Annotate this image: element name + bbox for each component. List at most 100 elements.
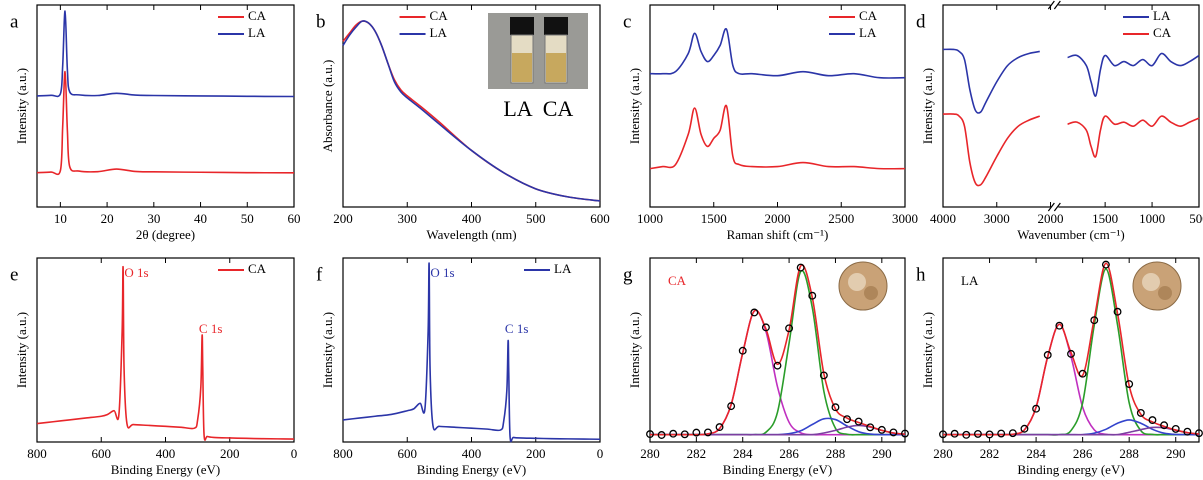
plot-frame (649, 257, 906, 443)
data-point (877, 425, 886, 434)
data-point (646, 430, 654, 439)
x-tick-label: 284 (733, 446, 753, 461)
data-point (1020, 424, 1029, 433)
data-point (843, 415, 851, 424)
data-point (854, 417, 863, 426)
x-tick-label: 1500 (1092, 211, 1118, 226)
series-line (942, 113, 1200, 187)
x-tick-label: 600 (398, 446, 418, 461)
data-point (950, 429, 959, 438)
panel: f Intensity (a.u.) Binding Energy (eV) 800 6… (316, 257, 604, 477)
x-tick-label: 0 (597, 446, 604, 461)
x-tick-label: 500 (526, 211, 546, 226)
x-tick-label: 20 (101, 211, 114, 226)
data-point (680, 430, 689, 439)
data-point (738, 346, 747, 355)
axis-break-mark (1047, 202, 1055, 212)
data-point (1055, 321, 1064, 330)
x-tick-label: 400 (156, 446, 176, 461)
x-tick-label: 290 (1166, 446, 1186, 461)
data-point (889, 428, 898, 437)
data-point (939, 430, 947, 439)
data-point (1195, 429, 1203, 438)
x-tick-label: 40 (194, 211, 207, 226)
y-axis-label: Intensity (a.u.) (627, 68, 642, 144)
x-tick-label: 600 (590, 211, 610, 226)
peak-label: C 1s (505, 321, 528, 336)
x-tick-label: 3000 (984, 211, 1010, 226)
vial-cap (510, 17, 534, 35)
data-point (1090, 316, 1099, 325)
data-point (715, 423, 724, 432)
data-point (1043, 351, 1052, 359)
y-axis-label: Intensity (a.u.) (320, 312, 335, 388)
x-tick-label: 200 (220, 446, 240, 461)
panel-label: f (316, 264, 323, 285)
series-line (342, 20, 601, 202)
x-tick-label: 284 (1026, 446, 1046, 461)
panel: b Absorbance (a.u.) Wavelength (nm) 200 300 4… (316, 4, 610, 242)
x-tick-label: 500 (1189, 211, 1203, 226)
plot-frame (36, 257, 295, 443)
data-point (1183, 427, 1192, 436)
x-tick-label: 286 (779, 446, 799, 461)
peak-label: O 1s (430, 265, 454, 280)
panel-label: g (623, 264, 633, 285)
legend-label: LA (1153, 8, 1171, 23)
legend-label: CA (430, 8, 449, 23)
panel: d Intensity (a.u.) Wavenumber (cm⁻¹) 4000 30… (916, 0, 1203, 242)
inset-photo-detail (1142, 273, 1160, 291)
panel-label: d (916, 11, 926, 32)
data-point (704, 428, 712, 437)
data-point (750, 308, 759, 317)
vial-liquid (512, 53, 532, 82)
data-point (657, 431, 666, 439)
x-tick-label: 400 (462, 446, 482, 461)
peak-label: O 1s (124, 265, 148, 280)
data-point (1160, 421, 1169, 430)
legend-label: CA (859, 8, 878, 23)
x-tick-label: 800 (333, 446, 353, 461)
data-point (819, 371, 828, 380)
data-point (997, 429, 1006, 438)
legend-label: CA (248, 261, 267, 276)
x-axis-label: Binding Energy (eV) (723, 462, 833, 477)
series-line (342, 262, 601, 443)
x-tick-label: 400 (462, 211, 482, 226)
inset-photo-detail (1158, 286, 1172, 300)
series-line (36, 266, 295, 441)
plot-frame (942, 4, 1200, 208)
panel: a Intensity (a.u.) 2θ (degree) 10 20 30 40 50 60… (10, 4, 301, 242)
data-point (808, 291, 817, 300)
x-tick-label: 800 (27, 446, 47, 461)
axis-break-mark (1047, 0, 1055, 10)
x-tick-label: 200 (333, 211, 353, 226)
x-tick-label: 290 (872, 446, 892, 461)
inset-label: CA (543, 96, 574, 121)
legend-label: CA (1153, 25, 1172, 40)
y-axis-label: Intensity (a.u.) (14, 312, 29, 388)
y-axis-label: Intensity (a.u.) (627, 312, 642, 388)
data-point (1148, 416, 1157, 425)
x-axis-label: Raman shift (cm⁻¹) (727, 227, 829, 242)
x-axis-label: Wavelength (nm) (426, 227, 516, 242)
sample-label: CA (668, 273, 687, 288)
panel: h Intensity (a.u.) Binding energy (eV) 280 2… (916, 257, 1203, 477)
data-point (901, 429, 909, 438)
y-axis-label: Intensity (a.u.) (920, 68, 935, 144)
x-tick-label: 280 (933, 446, 953, 461)
panel-label: b (316, 11, 326, 32)
inset-photo-detail (864, 286, 878, 300)
x-axis-label: Binding energy (eV) (1017, 462, 1124, 477)
x-tick-label: 288 (1119, 446, 1139, 461)
series-line (36, 70, 295, 176)
panel-label: e (10, 264, 18, 285)
vial-cap (544, 17, 568, 35)
axis-break-gap (1050, 205, 1059, 209)
x-tick-label: 10 (54, 211, 67, 226)
data-point (692, 428, 701, 437)
x-tick-label: 1000 (637, 211, 663, 226)
series-line (942, 48, 1200, 114)
x-tick-label: 288 (826, 446, 846, 461)
plot-frame (36, 4, 295, 208)
